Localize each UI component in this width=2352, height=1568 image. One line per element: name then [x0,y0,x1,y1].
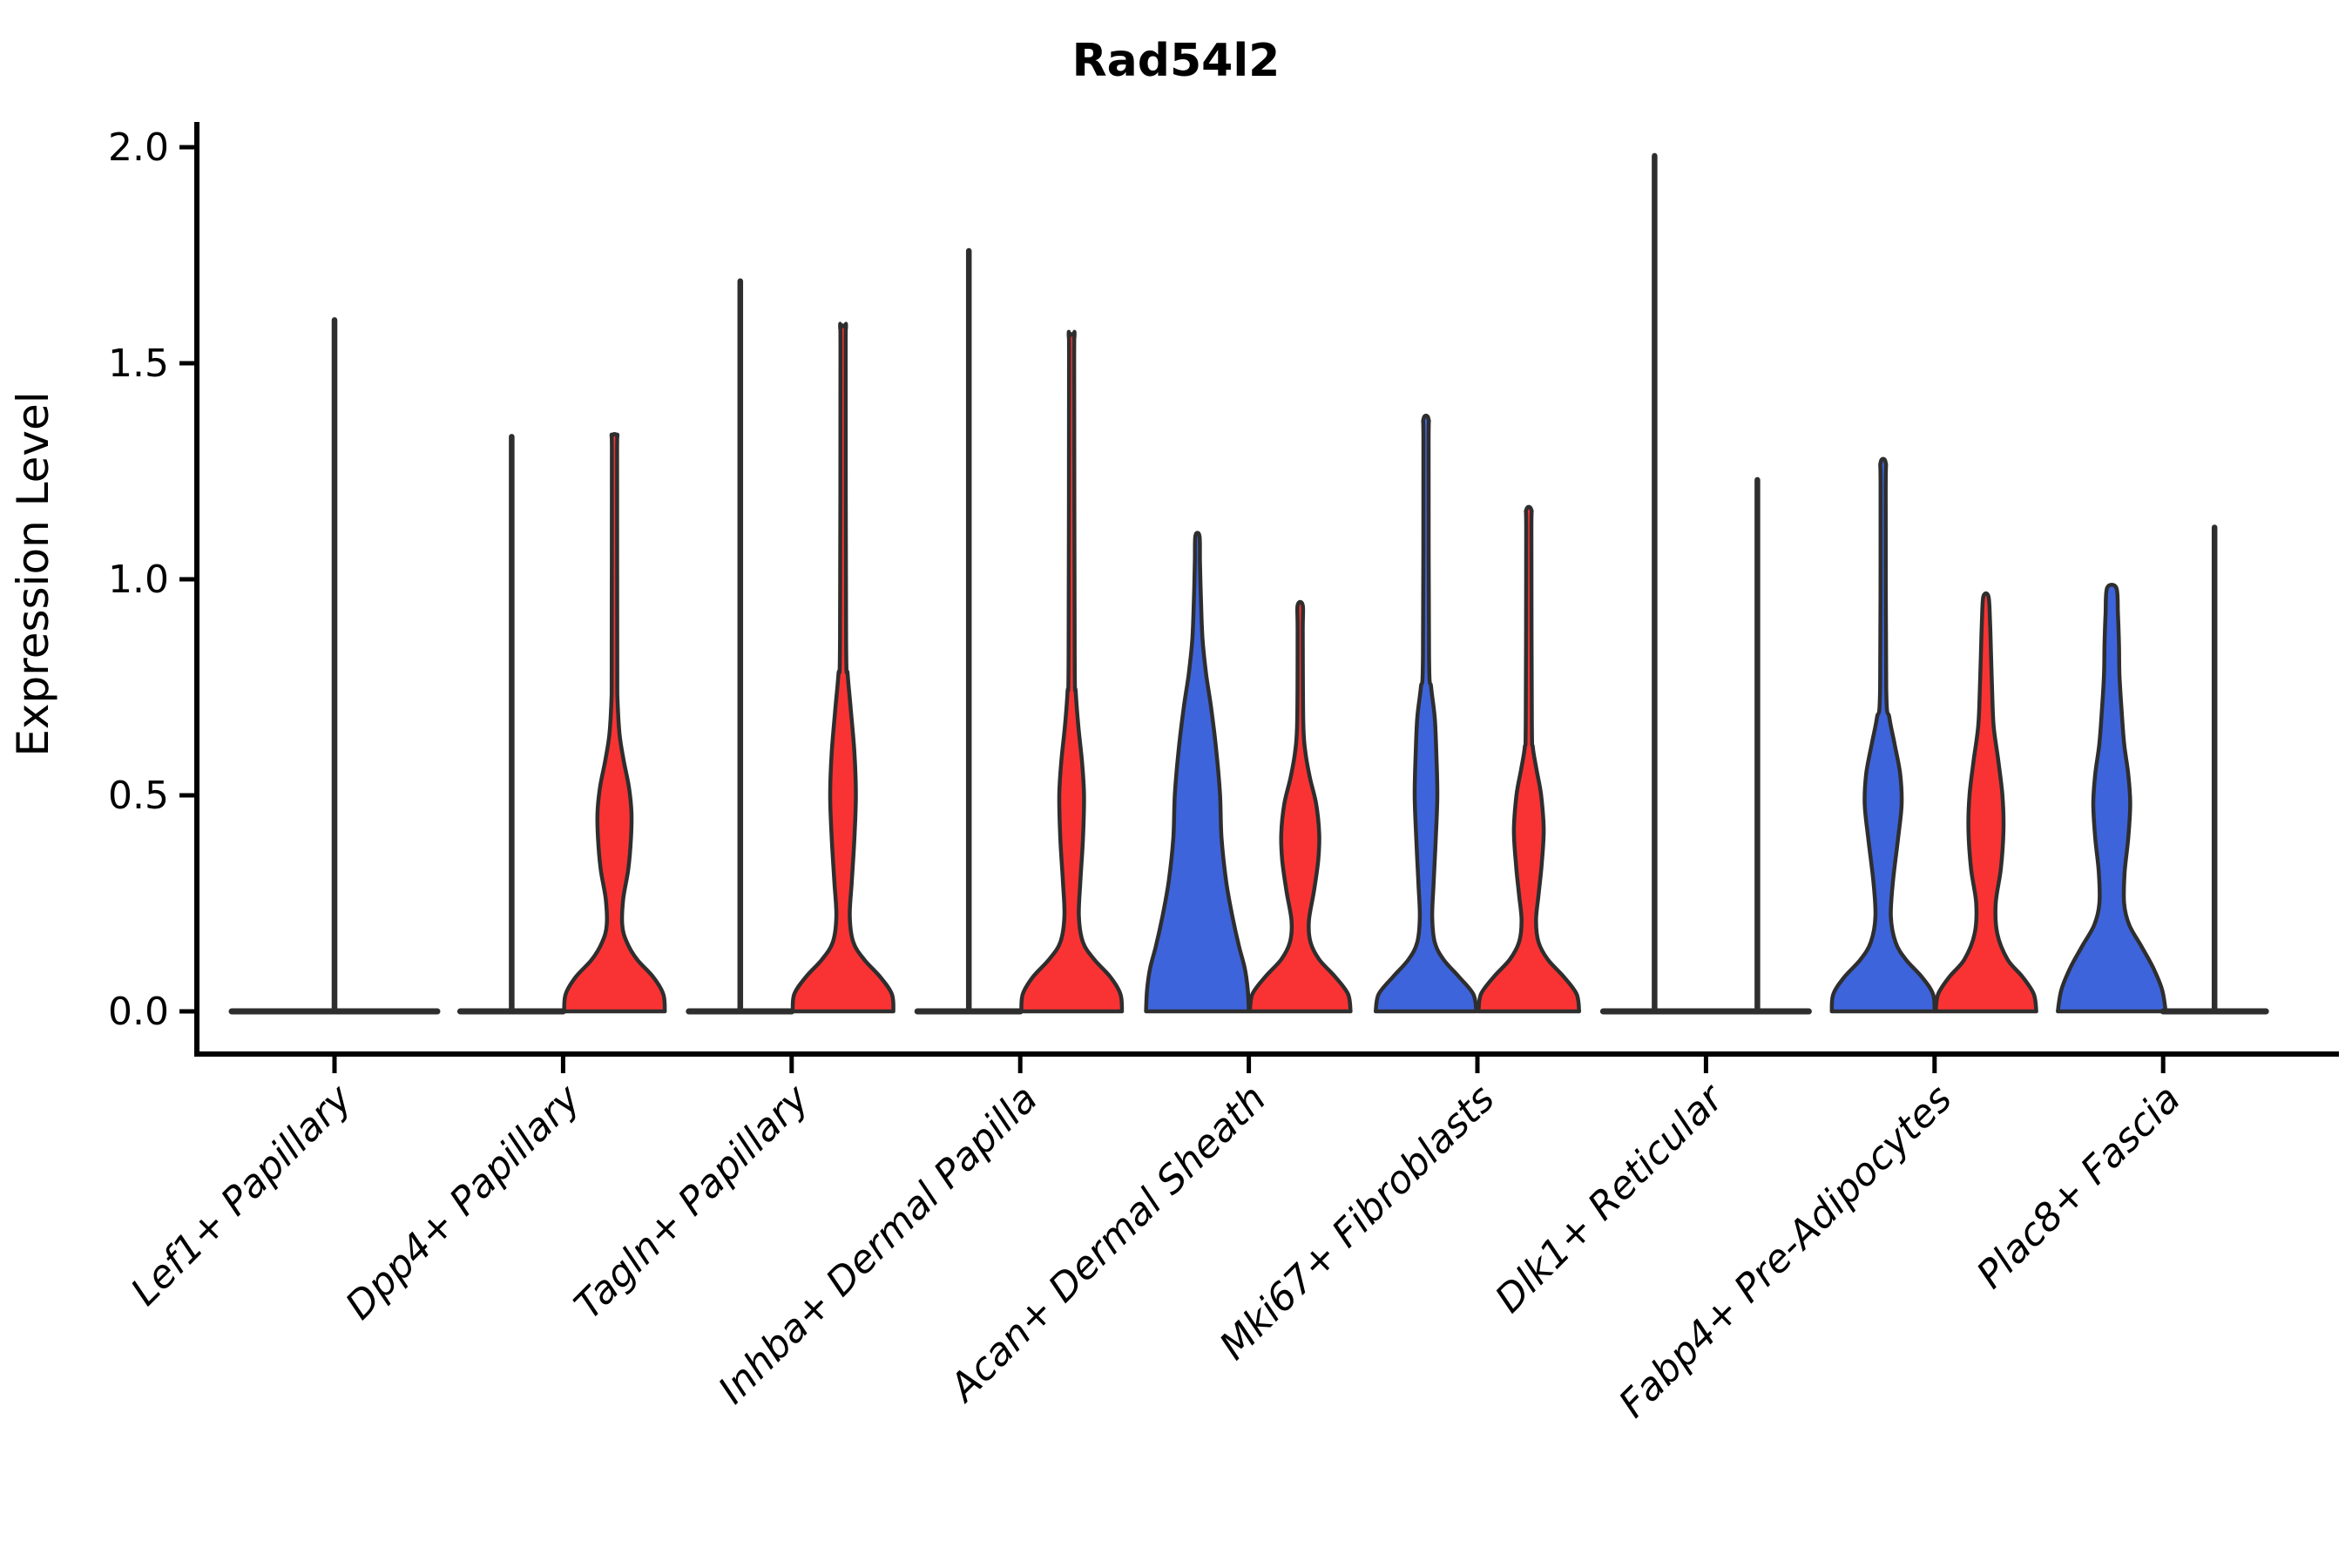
violin-red [1933,591,2038,1014]
violin-red [1476,504,1582,1014]
violin-blue [1829,456,1937,1014]
violin-red [562,432,667,1014]
violin-blue [2056,582,2168,1014]
x-tick-label: Tagln+ Papillary [566,1076,818,1328]
y-tick-label: 2.0 [108,125,169,170]
x-tick-label: Lef1+ Papillary [123,1076,362,1315]
violin-red [790,321,896,1014]
violin-blue [1373,413,1479,1014]
chart-title: Rad54l2 [1071,35,1281,87]
x-tick-label: Dlk1+ Reticular [1487,1075,1734,1321]
y-tick-label: 1.0 [108,558,169,602]
violin-blue [1144,531,1251,1014]
x-tick-label: Plac8+ Fascia [1969,1077,2189,1297]
y-tick-label: 1.5 [108,341,169,386]
violin-red [1247,599,1353,1014]
violin-red [1019,329,1125,1014]
x-tick-label: Dpp4+ Papillary [337,1076,590,1328]
y-tick-label: 0.0 [108,990,169,1034]
y-tick-label: 0.5 [108,774,169,818]
